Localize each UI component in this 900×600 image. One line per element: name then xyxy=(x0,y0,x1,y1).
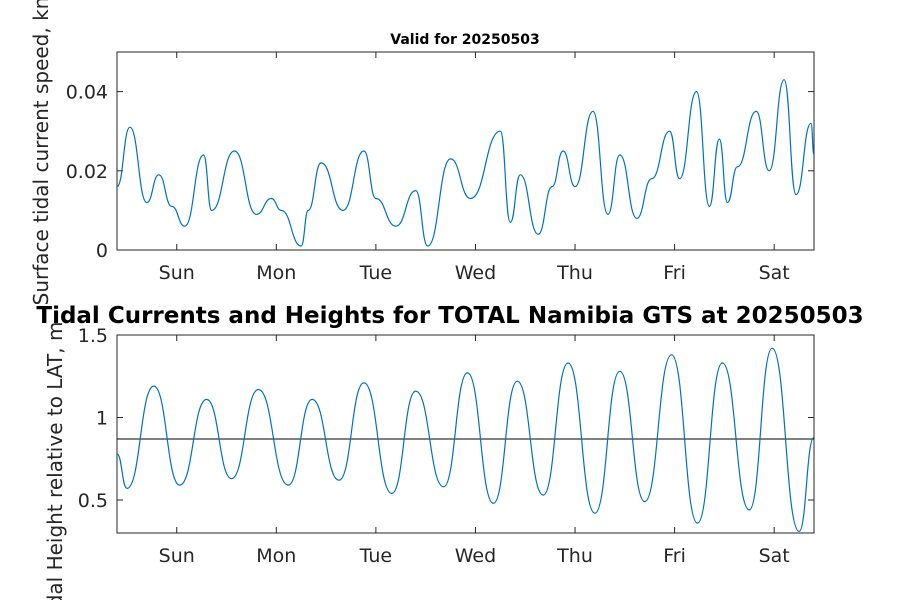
y-tick-label: 0.02 xyxy=(66,161,108,183)
current-speed-ticks: Sun Mon Tue Wed Thu Fri Sat 0 0.02 0.04 xyxy=(66,52,814,284)
x-tick-label: Sat xyxy=(759,262,790,284)
tidal-height-ticks: Sun Mon Tue Wed Thu Fri Sat 0.5 1 1.5 xyxy=(78,325,814,567)
x-tick-label: Sun xyxy=(159,262,195,284)
y-tick-label: 0 xyxy=(96,240,108,262)
x-tick-label: Mon xyxy=(256,545,296,567)
x-tick-label: Sat xyxy=(759,545,790,567)
y-tick-label: 0.04 xyxy=(66,82,108,104)
x-tick-label: Fri xyxy=(663,262,686,284)
tidal-height-ylabel: Tidal Height relative to LAT, m xyxy=(43,322,67,600)
x-tick-label: Wed xyxy=(455,545,496,567)
tidal-height-plot-area xyxy=(116,334,815,534)
current-speed-axes: Sun Mon Tue Wed Thu Fri Sat 0 0.02 0.04 Valid for… xyxy=(29,0,815,305)
x-tick-label: Wed xyxy=(455,262,496,284)
x-tick-label: Thu xyxy=(556,545,593,567)
x-tick-label: Mon xyxy=(256,262,296,284)
x-tick-label: Fri xyxy=(663,545,686,567)
tidal-height-series-line xyxy=(116,347,815,533)
y-tick-label: 0.5 xyxy=(78,490,108,512)
y-tick-label: 1 xyxy=(96,408,108,430)
x-tick-label: Thu xyxy=(556,262,593,284)
x-tick-label: Tue xyxy=(359,545,392,567)
x-tick-label: Sun xyxy=(159,545,195,567)
current-speed-plot-area xyxy=(116,51,815,251)
x-tick-label: Tue xyxy=(359,262,392,284)
tidal-height-axes: Sun Mon Tue Wed Thu Fri Sat 0.5 1 1.5 Tidal Curre… xyxy=(36,303,863,600)
tidal-height-title: Tidal Currents and Heights for TOTAL Nam… xyxy=(36,303,863,329)
current-speed-series-line xyxy=(116,79,815,247)
current-speed-ylabel: Surface tidal current speed, kn xyxy=(29,0,53,305)
y-tick-label: 1.5 xyxy=(78,325,108,347)
current-speed-title: Valid for 20250503 xyxy=(390,32,539,48)
